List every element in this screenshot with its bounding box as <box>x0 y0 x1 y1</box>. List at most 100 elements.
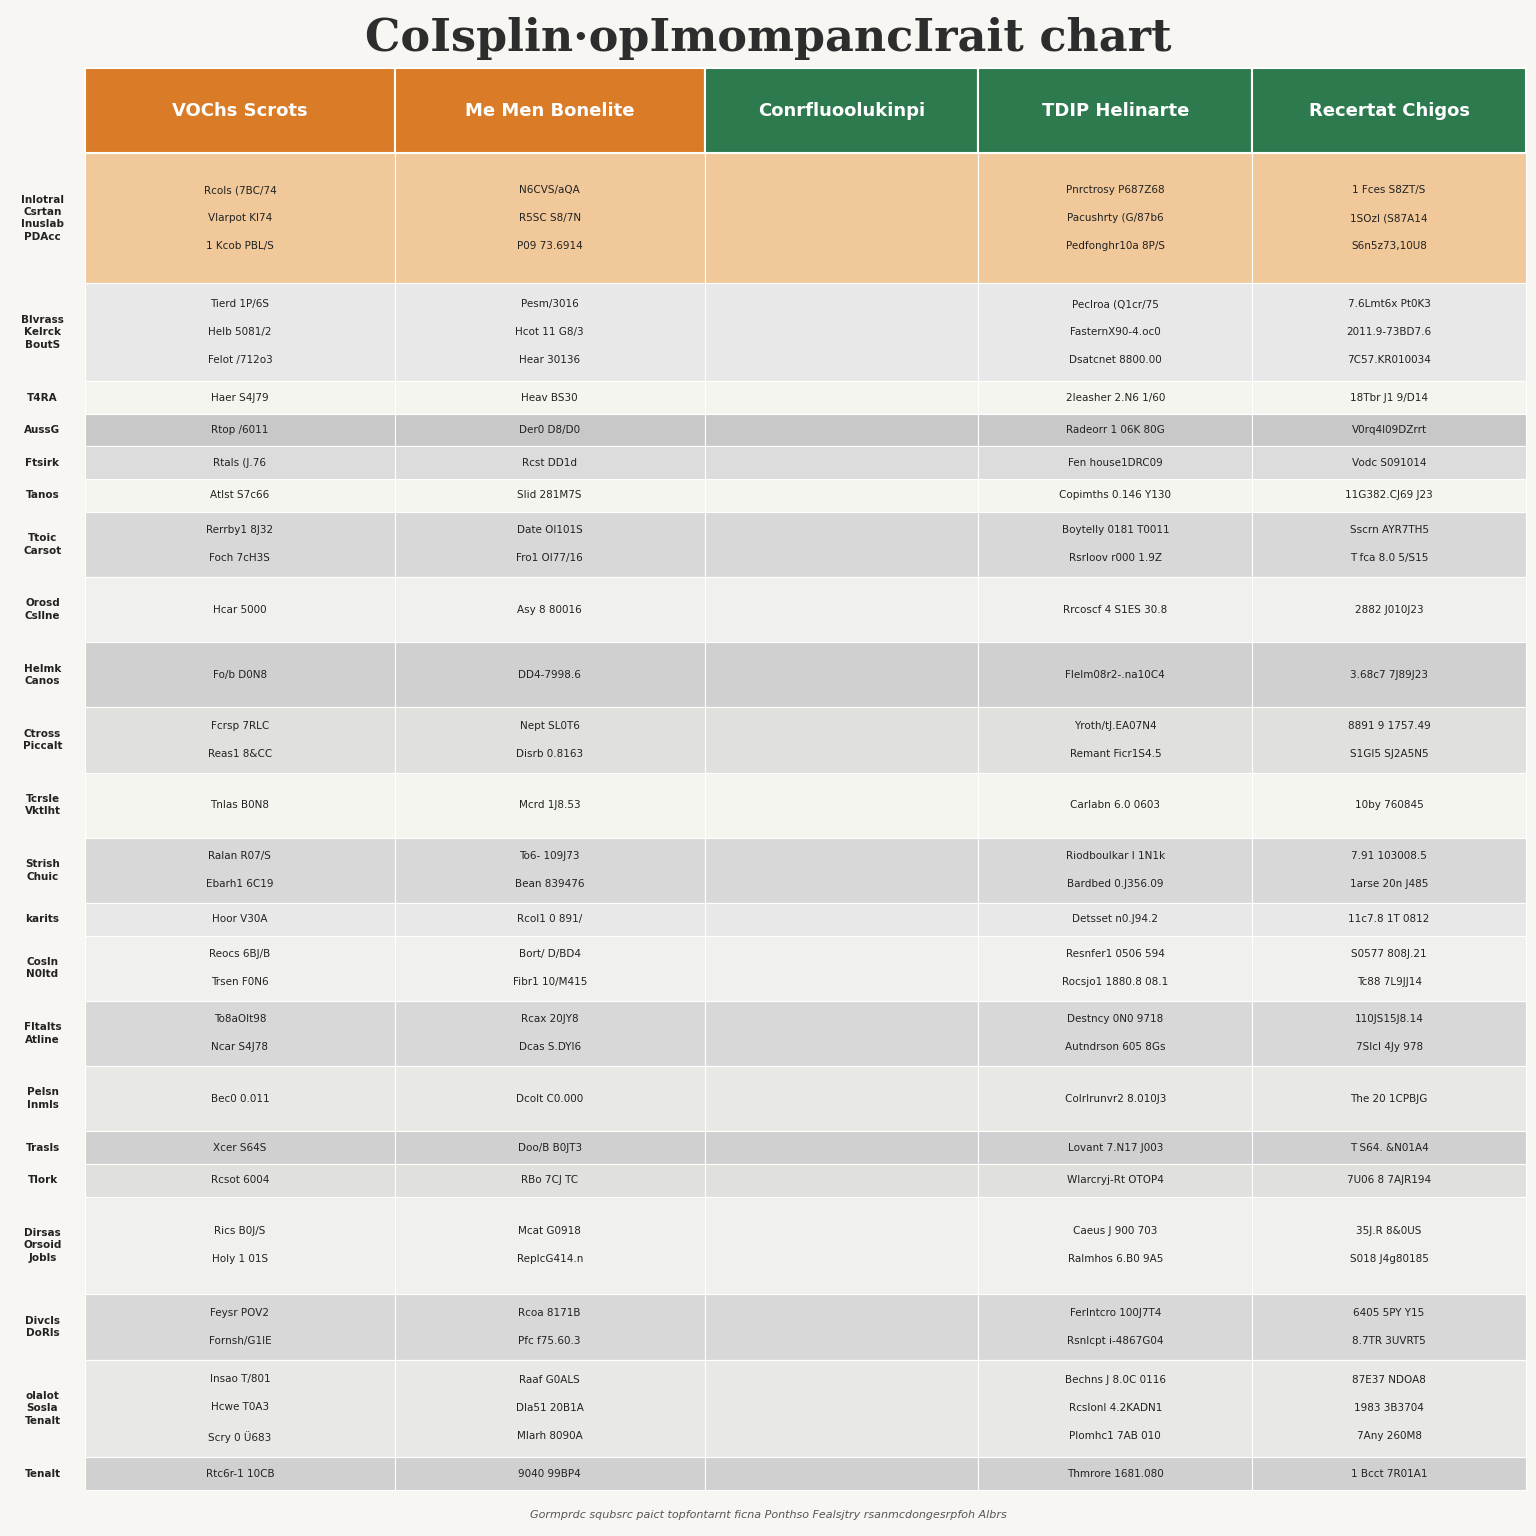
Bar <box>0 773 84 837</box>
Text: Pnrctrosy P687Z68

Pacushrty (G/87b6

Pedfonghr10a 8P/S: Pnrctrosy P687Z68 Pacushrty (G/87b6 Pedf… <box>1066 186 1164 252</box>
Text: Tenalt: Tenalt <box>25 1468 60 1479</box>
Text: Flelm08r2-.na10C4: Flelm08r2-.na10C4 <box>1066 670 1166 680</box>
Bar <box>395 773 705 837</box>
Bar <box>1252 1001 1525 1066</box>
Bar <box>1252 1164 1525 1197</box>
Bar <box>978 1132 1252 1164</box>
Text: Tcrsle
Vktlht: Tcrsle Vktlht <box>25 794 60 817</box>
Text: Fen house1DRC09: Fen house1DRC09 <box>1068 458 1163 468</box>
Bar <box>84 1132 395 1164</box>
Bar <box>705 1359 978 1458</box>
Bar <box>978 447 1252 479</box>
Text: Caeus J 900 703

Ralmhos 6.B0 9A5: Caeus J 900 703 Ralmhos 6.B0 9A5 <box>1068 1226 1163 1264</box>
Bar <box>0 642 84 708</box>
Text: Bort/ D/BD4

Fibr1 10/M415: Bort/ D/BD4 Fibr1 10/M415 <box>513 949 587 988</box>
Text: 11G382.CJ69 J23: 11G382.CJ69 J23 <box>1346 490 1433 501</box>
Text: 11c7.8 1T 0812: 11c7.8 1T 0812 <box>1349 914 1430 925</box>
Bar <box>1252 447 1525 479</box>
Text: Thmrore 1681.080: Thmrore 1681.080 <box>1068 1468 1164 1479</box>
Text: Hoor V30A: Hoor V30A <box>212 914 267 925</box>
Bar <box>1252 1458 1525 1490</box>
Text: T S64. &N01A4: T S64. &N01A4 <box>1350 1143 1428 1152</box>
Bar <box>84 413 395 447</box>
Bar <box>84 578 395 642</box>
Bar <box>705 1458 978 1490</box>
Text: DD4-7998.6: DD4-7998.6 <box>518 670 581 680</box>
Bar <box>978 1359 1252 1458</box>
Bar <box>395 479 705 511</box>
Text: Rtc6r-1 10CB: Rtc6r-1 10CB <box>206 1468 275 1479</box>
Bar <box>0 935 84 1001</box>
Bar <box>978 68 1252 154</box>
Bar <box>395 413 705 447</box>
Text: Insao T/801

Hcwe T0A3

Scry 0 Ü683: Insao T/801 Hcwe T0A3 Scry 0 Ü683 <box>209 1375 272 1442</box>
Text: Fcrsp 7RLC

Reas1 8&CC: Fcrsp 7RLC Reas1 8&CC <box>207 720 272 759</box>
Text: 7.91 103008.5

1arse 20n J485: 7.91 103008.5 1arse 20n J485 <box>1350 851 1428 889</box>
Text: Pelsn
Inmls: Pelsn Inmls <box>26 1087 58 1111</box>
Bar <box>978 773 1252 837</box>
Bar <box>705 642 978 708</box>
Text: 10by 760845: 10by 760845 <box>1355 800 1424 809</box>
Bar <box>705 708 978 773</box>
Bar <box>395 1359 705 1458</box>
Bar <box>705 154 978 284</box>
Bar <box>84 479 395 511</box>
Bar <box>978 154 1252 284</box>
Bar <box>978 837 1252 903</box>
Bar <box>84 903 395 935</box>
Text: Reocs 6BJ/B

Trsen F0N6: Reocs 6BJ/B Trsen F0N6 <box>209 949 270 988</box>
Text: Gormprdc squbsrc paict topfontarnt ficna Ponthso Fealsjtry rsanmcdongesrpfoh Alb: Gormprdc squbsrc paict topfontarnt ficna… <box>530 1510 1006 1521</box>
Text: Haer S4J79: Haer S4J79 <box>210 393 269 402</box>
Bar <box>84 935 395 1001</box>
Text: Trasls: Trasls <box>26 1143 60 1152</box>
Text: Raaf G0ALS

Dla51 20B1A

Mlarh 8090A: Raaf G0ALS Dla51 20B1A Mlarh 8090A <box>516 1375 584 1441</box>
Text: 35J.R 8&0US

S018 J4g80185: 35J.R 8&0US S018 J4g80185 <box>1350 1226 1428 1264</box>
Text: 87E37 NDOA8

1983 3B3704

7Any 260M8: 87E37 NDOA8 1983 3B3704 7Any 260M8 <box>1352 1375 1425 1441</box>
Bar <box>1252 413 1525 447</box>
Text: 2882 J010J23: 2882 J010J23 <box>1355 605 1424 614</box>
Bar <box>1252 1066 1525 1132</box>
Text: Der0 D8/D0: Der0 D8/D0 <box>519 425 581 435</box>
Text: Rcoa 8171B

Pfc f75.60.3: Rcoa 8171B Pfc f75.60.3 <box>519 1309 581 1346</box>
Bar <box>84 773 395 837</box>
Bar <box>84 1458 395 1490</box>
Text: Slid 281M7S: Slid 281M7S <box>518 490 582 501</box>
Text: 1 Bcct 7R01A1: 1 Bcct 7R01A1 <box>1350 1468 1427 1479</box>
Text: Ttoic
Carsot: Ttoic Carsot <box>23 533 61 556</box>
Bar <box>705 381 978 413</box>
Text: 1 Fces S8ZT/S

1SOzI (S87A14

S6n5z73,10U8: 1 Fces S8ZT/S 1SOzI (S87A14 S6n5z73,10U8 <box>1350 186 1428 252</box>
Bar <box>395 708 705 773</box>
Bar <box>395 68 705 154</box>
Bar <box>1252 479 1525 511</box>
Text: Mcat G0918

ReplcG414.n: Mcat G0918 ReplcG414.n <box>516 1226 582 1264</box>
Bar <box>395 447 705 479</box>
Text: Doo/B B0JT3: Doo/B B0JT3 <box>518 1143 582 1152</box>
Bar <box>978 1001 1252 1066</box>
Text: Sscrn AYR7TH5

T fca 8.0 5/S15: Sscrn AYR7TH5 T fca 8.0 5/S15 <box>1350 525 1428 564</box>
Bar <box>705 1001 978 1066</box>
Text: Bec0 0.011: Bec0 0.011 <box>210 1094 269 1104</box>
Bar <box>84 1359 395 1458</box>
Text: Atlst S7c66: Atlst S7c66 <box>210 490 269 501</box>
Text: Recertat Chigos: Recertat Chigos <box>1309 101 1470 120</box>
Bar <box>1252 1295 1525 1359</box>
Bar <box>705 773 978 837</box>
Text: Rtop /6011: Rtop /6011 <box>212 425 269 435</box>
Text: 6405 5PY Y15

8.7TR 3UVRT5: 6405 5PY Y15 8.7TR 3UVRT5 <box>1352 1309 1425 1346</box>
Text: Copimths 0.146 Y130: Copimths 0.146 Y130 <box>1060 490 1172 501</box>
Bar <box>395 154 705 284</box>
Text: Mcrd 1J8.53: Mcrd 1J8.53 <box>519 800 581 809</box>
Text: Blvrass
Kelrck
BoutS: Blvrass Kelrck BoutS <box>22 315 65 350</box>
Text: Rtals (J.76: Rtals (J.76 <box>214 458 266 468</box>
Text: Rrcoscf 4 S1ES 30.8: Rrcoscf 4 S1ES 30.8 <box>1063 605 1167 614</box>
Text: Ralan R07/S

Ebarh1 6C19: Ralan R07/S Ebarh1 6C19 <box>206 851 273 889</box>
Bar <box>0 1458 84 1490</box>
Bar <box>395 1295 705 1359</box>
Bar <box>84 154 395 284</box>
Bar <box>1252 1359 1525 1458</box>
Text: Fltalts
Atline: Fltalts Atline <box>23 1023 61 1044</box>
Bar <box>1252 837 1525 903</box>
Text: Rcax 20JY8

Dcas S.DYl6: Rcax 20JY8 Dcas S.DYl6 <box>519 1014 581 1052</box>
Bar <box>978 511 1252 578</box>
Text: Orosd
Csllne: Orosd Csllne <box>25 599 60 621</box>
